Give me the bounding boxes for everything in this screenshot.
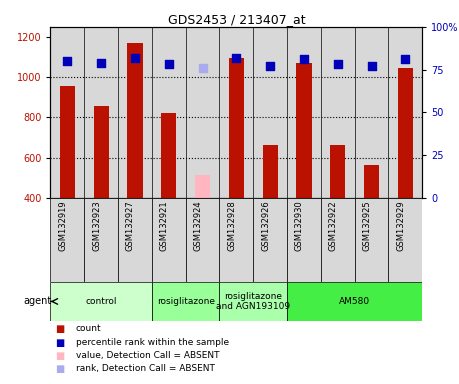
Bar bbox=[364, 165, 379, 198]
Bar bbox=[229, 58, 244, 198]
Text: GSM132919: GSM132919 bbox=[58, 200, 67, 251]
Text: GSM132925: GSM132925 bbox=[363, 200, 372, 251]
Bar bbox=[398, 68, 413, 198]
Bar bbox=[287, 198, 321, 282]
Point bbox=[368, 63, 375, 69]
Text: value, Detection Call = ABSENT: value, Detection Call = ABSENT bbox=[76, 351, 219, 360]
Point bbox=[131, 55, 139, 61]
Text: rank, Detection Call = ABSENT: rank, Detection Call = ABSENT bbox=[76, 364, 215, 373]
Text: percentile rank within the sample: percentile rank within the sample bbox=[76, 338, 229, 347]
Text: GSM132928: GSM132928 bbox=[227, 200, 236, 251]
Text: GSM132926: GSM132926 bbox=[261, 200, 270, 251]
Bar bbox=[287, 282, 422, 321]
Bar bbox=[152, 27, 186, 198]
Point bbox=[199, 65, 206, 71]
Bar bbox=[330, 146, 345, 198]
Bar bbox=[355, 198, 388, 282]
Point bbox=[233, 55, 240, 61]
Point bbox=[267, 63, 274, 69]
Text: rosiglitazone
and AGN193109: rosiglitazone and AGN193109 bbox=[216, 292, 291, 311]
Bar bbox=[321, 27, 355, 198]
Bar bbox=[388, 27, 422, 198]
Bar bbox=[50, 198, 84, 282]
Bar bbox=[186, 27, 219, 198]
Bar bbox=[118, 27, 152, 198]
Point bbox=[97, 60, 105, 66]
Text: ■: ■ bbox=[55, 364, 64, 374]
Bar bbox=[195, 175, 210, 198]
Bar bbox=[84, 27, 118, 198]
Bar bbox=[50, 282, 152, 321]
Bar bbox=[263, 146, 278, 198]
Point bbox=[64, 58, 71, 64]
Text: GSM132921: GSM132921 bbox=[160, 200, 169, 251]
Bar bbox=[186, 198, 219, 282]
Bar bbox=[50, 27, 84, 198]
Title: GDS2453 / 213407_at: GDS2453 / 213407_at bbox=[168, 13, 305, 26]
Point bbox=[334, 61, 341, 68]
Bar bbox=[219, 27, 253, 198]
Text: control: control bbox=[85, 297, 117, 306]
Text: ■: ■ bbox=[55, 338, 64, 348]
Bar bbox=[118, 198, 152, 282]
Bar bbox=[355, 27, 388, 198]
Text: GSM132922: GSM132922 bbox=[329, 200, 338, 251]
Point bbox=[165, 61, 173, 68]
Bar bbox=[94, 106, 109, 198]
Bar bbox=[388, 198, 422, 282]
Text: GSM132923: GSM132923 bbox=[92, 200, 101, 251]
Text: ■: ■ bbox=[55, 324, 64, 334]
Text: rosiglitazone: rosiglitazone bbox=[157, 297, 215, 306]
Text: count: count bbox=[76, 324, 101, 333]
Bar bbox=[152, 282, 219, 321]
Text: GSM132924: GSM132924 bbox=[194, 200, 202, 251]
Bar bbox=[253, 198, 287, 282]
Text: agent: agent bbox=[23, 296, 51, 306]
Bar bbox=[253, 27, 287, 198]
Bar bbox=[161, 113, 176, 198]
Bar bbox=[219, 282, 287, 321]
Bar bbox=[297, 63, 312, 198]
Bar bbox=[128, 43, 143, 198]
Text: GSM132927: GSM132927 bbox=[126, 200, 135, 251]
Bar bbox=[287, 27, 321, 198]
Text: GSM132930: GSM132930 bbox=[295, 200, 304, 251]
Bar bbox=[219, 198, 253, 282]
Bar bbox=[152, 198, 186, 282]
Text: AM580: AM580 bbox=[339, 297, 370, 306]
Point bbox=[300, 56, 308, 63]
Point bbox=[402, 56, 409, 63]
Bar bbox=[60, 86, 75, 198]
Bar bbox=[321, 198, 355, 282]
Text: ■: ■ bbox=[55, 351, 64, 361]
Text: GSM132929: GSM132929 bbox=[397, 200, 405, 251]
Bar bbox=[84, 198, 118, 282]
